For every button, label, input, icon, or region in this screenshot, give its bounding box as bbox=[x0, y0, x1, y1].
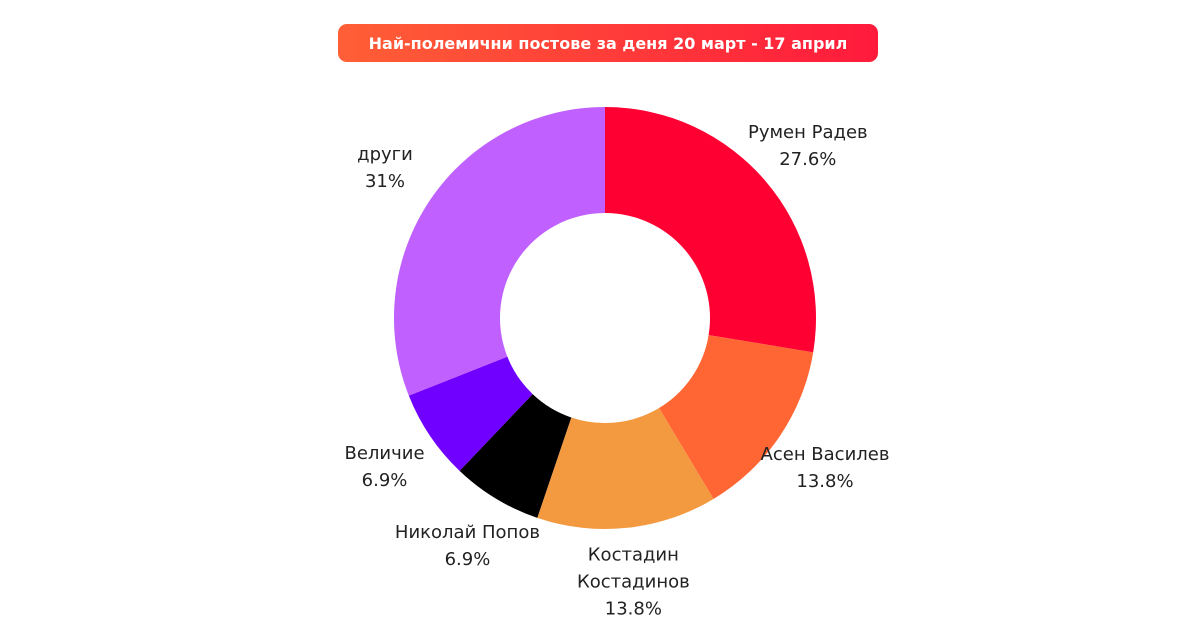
chart-title: Най-полемични постове за деня 20 март - … bbox=[338, 24, 878, 62]
donut-slice bbox=[605, 107, 816, 353]
value-label: 6.9% bbox=[444, 548, 491, 570]
slice-label: Николай Попов 6.9% bbox=[395, 519, 540, 573]
donut-slice bbox=[408, 356, 533, 471]
category-label: Костадин Костадинов bbox=[576, 544, 690, 593]
slice-label: Румен Радев 27.6% bbox=[748, 119, 868, 173]
donut-slice bbox=[394, 107, 605, 396]
category-label: други bbox=[357, 144, 413, 166]
value-label: 13.8% bbox=[796, 470, 854, 492]
value-label: 31% bbox=[364, 171, 405, 193]
slice-label: Величие 6.9% bbox=[344, 440, 424, 494]
donut-slice bbox=[537, 408, 714, 529]
donut-slice bbox=[659, 335, 814, 499]
value-label: 27.6% bbox=[779, 148, 837, 170]
slice-label: Костадин Костадинов 13.8% bbox=[543, 542, 723, 623]
value-label: 13.8% bbox=[604, 598, 662, 620]
slice-label: други 31% bbox=[357, 141, 413, 195]
category-label: Асен Василев bbox=[760, 443, 890, 465]
donut-slice bbox=[459, 394, 572, 518]
slice-label: Асен Василев 13.8% bbox=[761, 441, 890, 495]
category-label: Николай Попов bbox=[394, 521, 540, 543]
category-label: Румен Радев bbox=[747, 121, 868, 143]
value-label: 6.9% bbox=[361, 469, 408, 491]
category-label: Величие bbox=[344, 442, 425, 464]
